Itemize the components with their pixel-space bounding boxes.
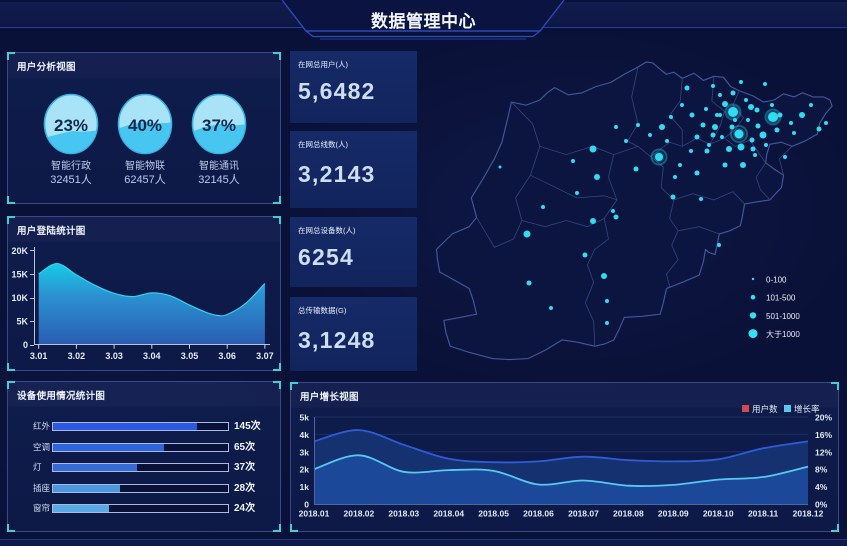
svg-text:0%: 0%: [815, 500, 828, 510]
svg-text:增长率: 增长率: [794, 404, 820, 414]
svg-text:5k: 5k: [300, 413, 310, 423]
svg-text:0: 0: [23, 340, 28, 350]
svg-text:2018.10: 2018.10: [703, 509, 734, 519]
svg-text:2018.03: 2018.03: [388, 509, 419, 519]
svg-text:2018.09: 2018.09: [658, 509, 689, 519]
svg-text:5K: 5K: [16, 317, 28, 327]
svg-text:2018.04: 2018.04: [433, 509, 464, 519]
svg-text:37%: 37%: [202, 116, 236, 135]
svg-text:4k: 4k: [300, 430, 310, 440]
svg-text:2k: 2k: [300, 465, 310, 475]
svg-text:2018.12: 2018.12: [793, 509, 824, 519]
svg-text:大于1000: 大于1000: [766, 329, 800, 339]
svg-text:501-1000: 501-1000: [766, 312, 800, 321]
svg-text:2018.08: 2018.08: [613, 509, 644, 519]
svg-text:3.07: 3.07: [256, 351, 274, 361]
svg-text:2018.01: 2018.01: [299, 509, 330, 519]
svg-text:2018.02: 2018.02: [344, 509, 375, 519]
svg-text:3k: 3k: [300, 447, 310, 457]
svg-text:23%: 23%: [54, 116, 88, 135]
svg-text:0-100: 0-100: [766, 276, 787, 285]
svg-text:3.03: 3.03: [105, 351, 123, 361]
svg-text:20%: 20%: [815, 413, 832, 423]
svg-text:3.01: 3.01: [30, 351, 48, 361]
svg-text:2018.05: 2018.05: [478, 509, 509, 519]
svg-text:40%: 40%: [128, 116, 162, 135]
svg-text:1k: 1k: [300, 482, 310, 492]
svg-text:15K: 15K: [11, 270, 28, 280]
svg-text:20K: 20K: [11, 246, 28, 256]
svg-text:用户数: 用户数: [752, 404, 778, 414]
svg-text:2018.06: 2018.06: [523, 509, 554, 519]
svg-text:10K: 10K: [11, 293, 28, 303]
svg-text:2018.07: 2018.07: [568, 509, 599, 519]
svg-text:2018.11: 2018.11: [748, 509, 779, 519]
svg-text:3.05: 3.05: [181, 351, 199, 361]
svg-text:12%: 12%: [815, 447, 832, 457]
svg-text:101-500: 101-500: [766, 294, 796, 303]
svg-text:3.06: 3.06: [218, 351, 236, 361]
svg-text:8%: 8%: [815, 465, 828, 475]
svg-text:3.02: 3.02: [68, 351, 86, 361]
svg-text:0: 0: [304, 500, 309, 510]
svg-text:3.04: 3.04: [143, 351, 161, 361]
svg-text:4%: 4%: [815, 482, 828, 492]
svg-text:16%: 16%: [815, 430, 832, 440]
